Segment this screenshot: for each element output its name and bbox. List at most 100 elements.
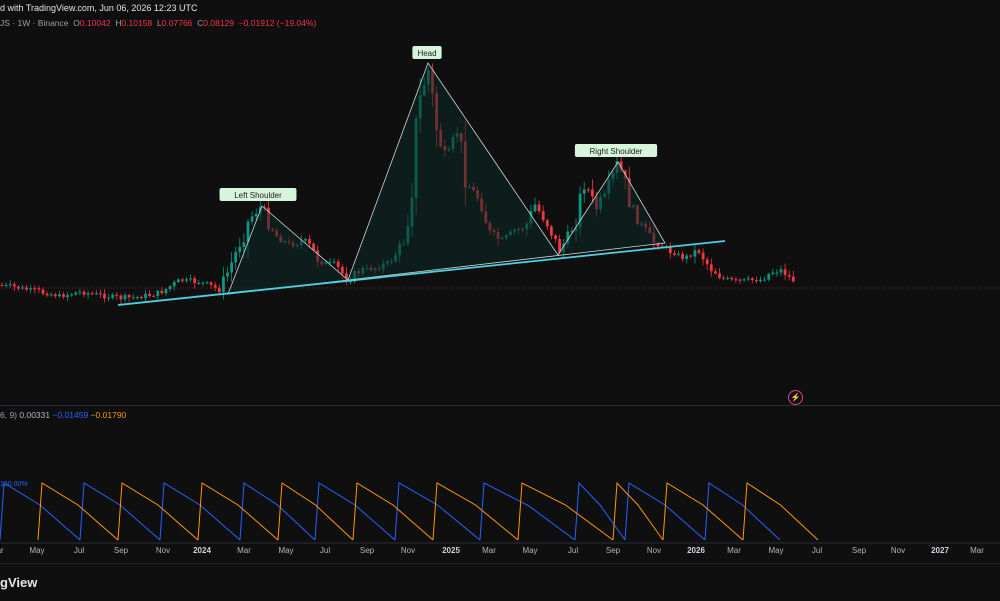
candle (779, 265, 783, 276)
candle (771, 269, 775, 276)
candle (148, 289, 151, 298)
right-shoulder-label: Right Shoulder (574, 144, 658, 157)
candle-body (328, 261, 332, 263)
candle (304, 237, 307, 243)
candle-body (135, 297, 139, 299)
candle-body (787, 275, 791, 277)
candle (791, 270, 795, 283)
candle-body (86, 293, 90, 295)
candle-body (550, 226, 553, 236)
candle (4, 282, 8, 288)
candle-body (49, 294, 53, 296)
candle-body (533, 204, 537, 212)
candle (755, 276, 758, 284)
low-value: 0.07766 (161, 18, 193, 28)
change-value: −0.01912 (−19.04%) (238, 18, 317, 28)
candle (62, 291, 65, 299)
candle (152, 294, 156, 298)
candle-body (107, 297, 110, 299)
label-text: Head (417, 49, 436, 58)
time-axis-label: 2024 (193, 546, 211, 555)
candle (103, 289, 106, 303)
candle-body (775, 272, 779, 274)
macd-params: 6, 9) (0, 410, 18, 420)
time-axis-label: Sep (851, 546, 867, 555)
candle (701, 248, 705, 266)
candle-body (779, 269, 783, 273)
candle (709, 258, 713, 277)
candle-body (537, 204, 541, 212)
low-label: L (156, 18, 162, 28)
candle-body (37, 288, 41, 290)
candle (49, 292, 53, 297)
candle (144, 289, 147, 303)
symbol-ohlc-line: JS · 1W · Binance O0.10042 H0.10158 L0.0… (0, 18, 316, 28)
candle (677, 251, 680, 257)
candle-body (181, 279, 184, 281)
candle-body (33, 288, 37, 290)
candle-body (689, 255, 693, 257)
candle-body (345, 273, 348, 282)
candle-body (242, 242, 246, 247)
candle (234, 246, 238, 270)
candle-body (99, 293, 102, 295)
candle (230, 252, 233, 282)
candle (164, 287, 168, 296)
symbol-name[interactable]: JS · 1W · Binance (0, 18, 69, 28)
candle (217, 284, 221, 295)
candle-body (148, 293, 151, 296)
candle-body (578, 193, 582, 228)
candle (750, 276, 754, 284)
candle-body (222, 276, 225, 293)
time-axis-label: Sep (605, 546, 621, 555)
candle (70, 292, 74, 297)
pattern-fill (227, 62, 666, 295)
label-text: Right Shoulder (590, 147, 643, 156)
candle (787, 270, 791, 281)
candle (66, 292, 69, 302)
candle-body (767, 274, 771, 280)
candle-body (668, 246, 672, 254)
candle (746, 275, 750, 282)
candle (336, 258, 340, 274)
time-axis-label: Jul (73, 546, 85, 555)
time-axis-label: Nov (646, 546, 662, 555)
candle-body (791, 276, 795, 282)
candle-body (213, 284, 217, 288)
candle-body (193, 278, 197, 284)
candle (12, 281, 16, 292)
time-axis-label: 2027 (931, 546, 949, 555)
candle-body (140, 297, 143, 299)
candle (172, 279, 176, 291)
candle (759, 276, 762, 283)
neckline (117, 240, 726, 306)
close-label: C (197, 18, 204, 28)
candle (25, 284, 28, 292)
price-chart[interactable]: Left Shoulder Head Right Shoulder (0, 0, 1000, 560)
candle (127, 293, 131, 303)
candle-body (730, 277, 734, 280)
candle-body (783, 269, 787, 276)
time-axis[interactable]: ar May Jul Sep Nov 2024 Mar May Jul Sep Nov 2025 Mar… (0, 543, 1000, 559)
candle-body (238, 246, 242, 253)
candle (193, 275, 197, 289)
candle (738, 278, 742, 284)
candle (99, 289, 102, 298)
candle-body (697, 250, 701, 253)
flash-icon[interactable]: ⚡ (788, 390, 803, 405)
candle (254, 208, 258, 221)
pane-separator[interactable] (0, 405, 1000, 406)
candle-body (308, 239, 311, 244)
candle (181, 278, 184, 283)
label-text: Left Shoulder (234, 191, 282, 200)
candle-body (771, 272, 775, 275)
candle (722, 275, 725, 281)
blue-oscillator-line (0, 481, 781, 541)
candle-body (78, 291, 82, 293)
candle-body (705, 259, 709, 265)
candle-body (21, 287, 24, 289)
candle-body (709, 264, 713, 272)
candle-body (172, 282, 176, 287)
candle-body (156, 290, 160, 297)
candle (705, 256, 709, 270)
